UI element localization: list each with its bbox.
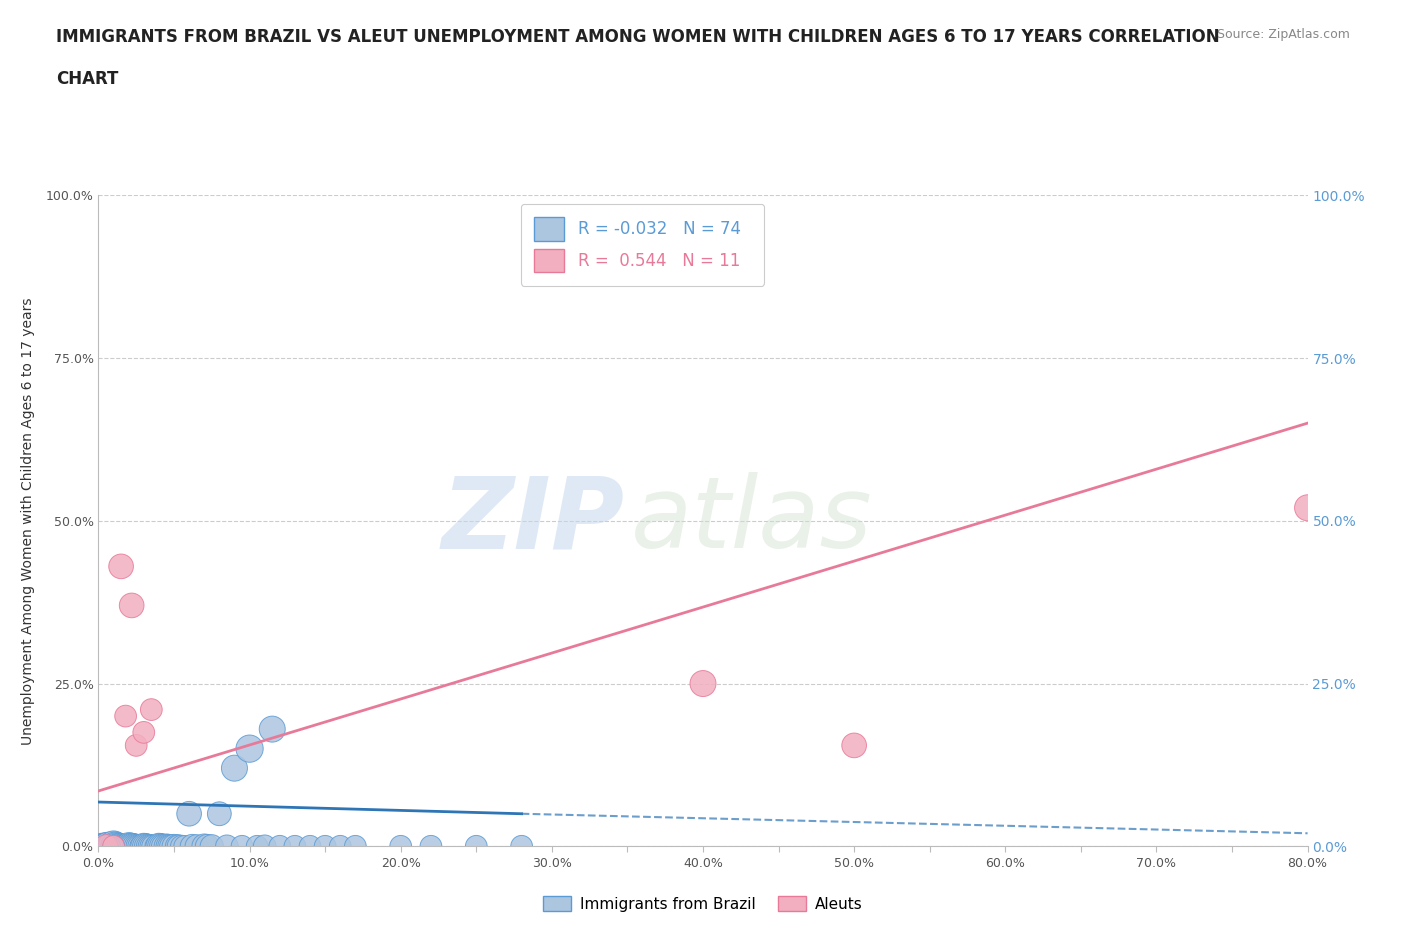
Point — [136, 839, 159, 854]
Point — [329, 839, 352, 854]
Point — [125, 839, 148, 854]
Point — [201, 839, 224, 854]
Point — [465, 839, 488, 854]
Point — [186, 839, 208, 854]
Point — [118, 839, 141, 854]
Point — [141, 702, 163, 717]
Point — [121, 839, 143, 854]
Legend: R = -0.032   N = 74, R =  0.544   N = 11  : R = -0.032 N = 74, R = 0.544 N = 11 — [522, 204, 763, 286]
Point — [90, 839, 112, 854]
Point — [132, 725, 155, 740]
Point — [152, 839, 174, 854]
Point — [148, 839, 170, 854]
Point — [93, 839, 115, 854]
Point — [262, 722, 284, 737]
Point — [111, 839, 134, 854]
Point — [193, 839, 215, 854]
Point — [141, 839, 163, 854]
Point — [420, 839, 443, 854]
Point — [179, 806, 201, 821]
Point — [150, 839, 173, 854]
Point — [142, 839, 165, 854]
Point — [167, 839, 190, 854]
Point — [510, 839, 533, 854]
Point — [344, 839, 367, 854]
Point — [100, 839, 122, 854]
Point — [692, 676, 714, 691]
Point — [112, 839, 135, 854]
Text: IMMIGRANTS FROM BRAZIL VS ALEUT UNEMPLOYMENT AMONG WOMEN WITH CHILDREN AGES 6 TO: IMMIGRANTS FROM BRAZIL VS ALEUT UNEMPLOY… — [56, 28, 1220, 46]
Point — [139, 839, 162, 854]
Point — [108, 839, 131, 854]
Point — [104, 839, 127, 854]
Point — [132, 839, 155, 854]
Point — [215, 839, 238, 854]
Point — [181, 839, 204, 854]
Point — [155, 839, 177, 854]
Point — [195, 839, 218, 854]
Point — [110, 839, 132, 854]
Point — [121, 598, 143, 613]
Text: Source: ZipAtlas.com: Source: ZipAtlas.com — [1216, 28, 1350, 41]
Point — [166, 839, 188, 854]
Point — [314, 839, 336, 854]
Point — [96, 839, 118, 854]
Point — [135, 839, 157, 854]
Point — [91, 839, 114, 854]
Legend: Immigrants from Brazil, Aleuts: Immigrants from Brazil, Aleuts — [537, 889, 869, 918]
Point — [844, 738, 866, 753]
Point — [94, 839, 117, 854]
Point — [159, 839, 181, 854]
Point — [103, 839, 125, 854]
Point — [105, 839, 128, 854]
Point — [253, 839, 276, 854]
Point — [231, 839, 253, 854]
Point — [101, 839, 124, 854]
Point — [170, 839, 193, 854]
Point — [125, 738, 148, 753]
Point — [114, 839, 136, 854]
Point — [114, 709, 136, 724]
Point — [246, 839, 269, 854]
Point — [129, 839, 152, 854]
Text: ZIP: ZIP — [441, 472, 624, 569]
Point — [224, 761, 246, 776]
Point — [94, 839, 117, 854]
Point — [145, 839, 167, 854]
Point — [156, 839, 179, 854]
Point — [1296, 500, 1319, 515]
Point — [239, 741, 262, 756]
Point — [134, 839, 156, 854]
Point — [149, 839, 172, 854]
Point — [94, 839, 117, 854]
Point — [163, 839, 186, 854]
Point — [120, 839, 142, 854]
Point — [208, 806, 231, 821]
Point — [389, 839, 412, 854]
Point — [127, 839, 149, 854]
Point — [124, 839, 146, 854]
Y-axis label: Unemployment Among Women with Children Ages 6 to 17 years: Unemployment Among Women with Children A… — [21, 297, 35, 745]
Text: atlas: atlas — [630, 472, 872, 569]
Point — [122, 839, 145, 854]
Point — [115, 839, 138, 854]
Point — [173, 839, 195, 854]
Point — [284, 839, 307, 854]
Text: CHART: CHART — [56, 70, 118, 87]
Point — [160, 839, 183, 854]
Point — [269, 839, 291, 854]
Point — [299, 839, 322, 854]
Point — [103, 839, 125, 854]
Point — [128, 839, 150, 854]
Point — [107, 839, 129, 854]
Point — [98, 839, 121, 854]
Point — [110, 559, 132, 574]
Point — [103, 839, 125, 854]
